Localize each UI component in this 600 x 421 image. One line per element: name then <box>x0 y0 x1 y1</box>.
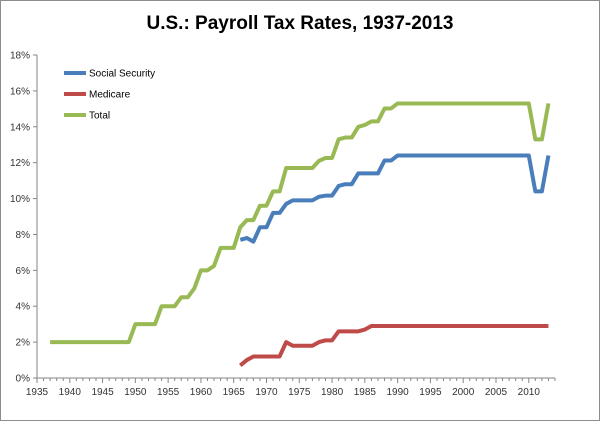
chart-title: U.S.: Payroll Tax Rates, 1937-2013 <box>147 13 454 34</box>
x-tick-label: 2000 <box>452 387 475 398</box>
y-axis: 0% 2% 4% 6% 8% 10% 12% 14% 16% 18% <box>10 51 38 385</box>
y-tick-label: 10% <box>10 194 30 205</box>
x-tick-label: 1955 <box>157 387 180 398</box>
series-line-social-security <box>239 153 551 244</box>
y-tick-label: 8% <box>16 230 31 241</box>
legend-label: Total <box>89 111 110 122</box>
x-tick-label: 1995 <box>419 387 442 398</box>
legend-label: Medicare <box>89 90 131 101</box>
x-tick-label: 1960 <box>190 387 213 398</box>
x-tick-label: 2005 <box>485 387 508 398</box>
y-tick-label: 2% <box>16 338 31 349</box>
y-tick-label: 12% <box>10 158 30 169</box>
x-tick-label: 1965 <box>223 387 246 398</box>
y-tick-label: 6% <box>16 266 31 277</box>
y-tick-label: 0% <box>16 374 31 385</box>
x-tick-label: 1950 <box>124 387 147 398</box>
y-tick-label: 16% <box>10 86 30 97</box>
legend-label: Social Security <box>89 69 155 80</box>
x-tick-label: 1975 <box>288 387 311 398</box>
y-tick-label: 14% <box>10 122 30 133</box>
x-tick-label: 1945 <box>91 387 114 398</box>
y-tick-label: 4% <box>16 302 31 313</box>
series-line-medicare <box>239 323 549 367</box>
x-tick-label: 1985 <box>354 387 377 398</box>
x-tick-label: 2010 <box>518 387 541 398</box>
legend: Social Security Medicare Total <box>64 69 155 122</box>
x-tick-label: 1990 <box>387 387 410 398</box>
x-axis: 1935 1940 1945 1950 1955 1960 1965 1970 1975 1980… <box>26 377 556 398</box>
series-lines <box>50 101 551 367</box>
series-line-total <box>50 101 551 345</box>
x-tick-label: 1970 <box>255 387 278 398</box>
x-tick-label: 1940 <box>59 387 82 398</box>
x-tick-label: 1935 <box>26 387 49 398</box>
y-tick-label: 18% <box>10 51 30 62</box>
x-tick-label: 1980 <box>321 387 344 398</box>
